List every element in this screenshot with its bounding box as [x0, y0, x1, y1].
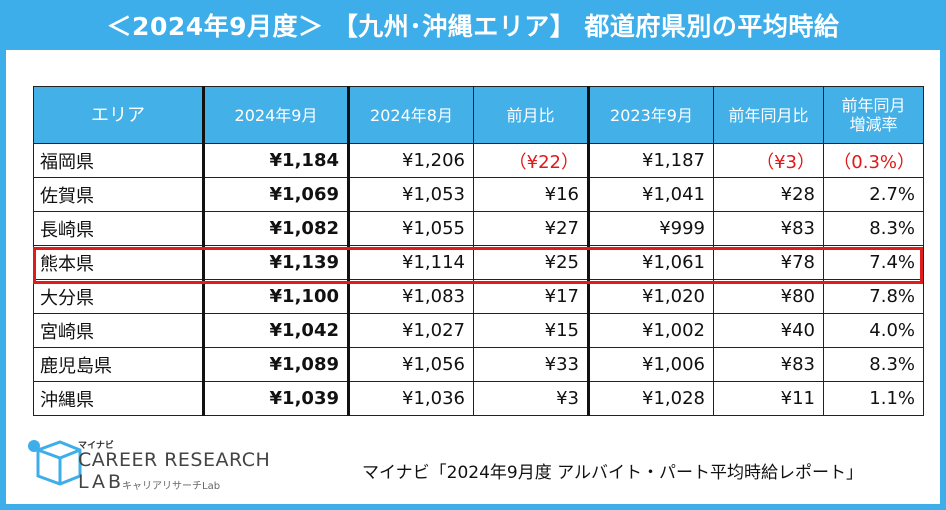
value-cell: ¥1,100: [203, 279, 350, 314]
value-cell: ¥1,069: [203, 177, 350, 212]
value-cell: ¥1,089: [203, 347, 350, 382]
value-cell: ¥1,055: [348, 211, 474, 246]
logo-lab: LAB: [78, 471, 125, 493]
header-yoy-rate: 前年同月 増減率: [823, 86, 924, 144]
table-row: 鹿児島県 ¥1,089 ¥1,056 ¥33 ¥1,006 ¥83 8.3%: [33, 347, 924, 382]
value-cell: ¥16: [473, 177, 590, 212]
value-cell: ¥17: [473, 279, 590, 314]
value-cell: ¥1,082: [203, 211, 350, 246]
value-cell: ¥25: [473, 245, 590, 280]
table-row: 熊本県 ¥1,139 ¥1,114 ¥25 ¥1,061 ¥78 7.4%: [33, 245, 924, 280]
header-yoy: 前年同月比: [713, 86, 824, 144]
value-cell: ¥1,187: [588, 143, 714, 178]
value-cell: ¥1,139: [203, 245, 350, 280]
value-cell: ¥1,206: [348, 143, 474, 178]
logo-icon: [28, 440, 82, 486]
value-cell: （¥3）: [713, 143, 824, 178]
value-cell: ¥11: [713, 381, 824, 416]
value-cell: ¥80: [713, 279, 824, 314]
value-cell: 7.8%: [823, 279, 924, 314]
logo-brand: マイナビ: [78, 441, 114, 451]
value-cell: ¥1,036: [348, 381, 474, 416]
value-cell: ¥1,027: [348, 313, 474, 348]
value-cell: ¥1,061: [588, 245, 714, 280]
value-cell: ¥78: [713, 245, 824, 280]
area-cell: 宮崎県: [33, 313, 205, 348]
value-cell: ¥28: [713, 177, 824, 212]
header-2024-08: 2024年8月: [348, 86, 474, 144]
value-cell: ¥1,042: [203, 313, 350, 348]
header-2023-09: 2023年9月: [588, 86, 714, 144]
value-cell: ¥1,020: [588, 279, 714, 314]
table-row: 佐賀県 ¥1,069 ¥1,053 ¥16 ¥1,041 ¥28 2.7%: [33, 177, 924, 212]
value-cell: ¥33: [473, 347, 590, 382]
area-cell: 沖縄県: [33, 381, 205, 416]
header-mom: 前月比: [473, 86, 590, 144]
value-cell: ¥27: [473, 211, 590, 246]
value-cell: 1.1%: [823, 381, 924, 416]
value-cell: 2.7%: [823, 177, 924, 212]
value-cell: ¥1,039: [203, 381, 350, 416]
value-cell: ¥1,041: [588, 177, 714, 212]
value-cell: ¥1,184: [203, 143, 350, 178]
value-cell: 8.3%: [823, 211, 924, 246]
value-cell: ¥40: [713, 313, 824, 348]
page-title: ＜2024年9月度＞ 【九州･沖縄エリア】 都道府県別の平均時給: [0, 0, 946, 50]
source-note: マイナビ「2024年9月度 アルバイト・パート平均時給レポート」: [362, 463, 863, 483]
value-cell: ¥1,056: [348, 347, 474, 382]
table-row: 宮崎県 ¥1,042 ¥1,027 ¥15 ¥1,002 ¥40 4.0%: [33, 313, 924, 348]
value-cell: ¥1,083: [348, 279, 474, 314]
area-cell: 佐賀県: [33, 177, 205, 212]
value-cell: （0.3%）: [823, 143, 924, 178]
logo-name: CAREER RESEARCH: [78, 449, 271, 471]
area-cell: 福岡県: [33, 143, 205, 178]
area-cell: 長崎県: [33, 211, 205, 246]
table-row: 大分県 ¥1,100 ¥1,083 ¥17 ¥1,020 ¥80 7.8%: [33, 279, 924, 314]
value-cell: （¥22）: [473, 143, 590, 178]
value-cell: 4.0%: [823, 313, 924, 348]
value-cell: ¥1,028: [588, 381, 714, 416]
area-cell: 大分県: [33, 279, 205, 314]
wage-table: エリア 2024年9月 2024年8月 前月比 2023年9月 前年同月比 前年…: [33, 86, 924, 416]
value-cell: 8.3%: [823, 347, 924, 382]
value-cell: 7.4%: [823, 245, 924, 280]
header-yoy-rate-line: 増減率: [849, 115, 898, 134]
value-cell: ¥15: [473, 313, 590, 348]
value-cell: ¥1,006: [588, 347, 714, 382]
header-yoy-rate-line: 前年同月: [841, 96, 906, 115]
header-area: エリア: [33, 86, 205, 144]
table-row: 長崎県 ¥1,082 ¥1,055 ¥27 ¥999 ¥83 8.3%: [33, 211, 924, 246]
table-row: 沖縄県 ¥1,039 ¥1,036 ¥3 ¥1,028 ¥11 1.1%: [33, 381, 924, 416]
value-cell: ¥1,114: [348, 245, 474, 280]
value-cell: ¥83: [713, 347, 824, 382]
value-cell: ¥999: [588, 211, 714, 246]
value-cell: ¥1,002: [588, 313, 714, 348]
header-2024-09: 2024年9月: [203, 86, 350, 144]
area-cell: 熊本県: [33, 245, 205, 280]
table-row: 福岡県 ¥1,184 ¥1,206 （¥22） ¥1,187 （¥3） （0.3%）: [33, 143, 924, 178]
area-cell: 鹿児島県: [33, 347, 205, 382]
logo-sub: キャリアリサーチLab: [122, 481, 221, 492]
value-cell: ¥3: [473, 381, 590, 416]
value-cell: ¥1,053: [348, 177, 474, 212]
value-cell: ¥83: [713, 211, 824, 246]
table-header-row: エリア 2024年9月 2024年8月 前月比 2023年9月 前年同月比 前年…: [33, 86, 924, 144]
